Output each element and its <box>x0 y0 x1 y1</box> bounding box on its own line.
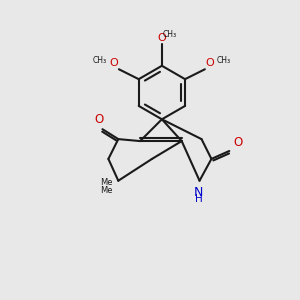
Text: CH₃: CH₃ <box>93 56 107 65</box>
Text: Me: Me <box>100 178 112 187</box>
Text: O: O <box>95 113 104 126</box>
Text: CH₃: CH₃ <box>217 56 231 65</box>
Text: O: O <box>206 58 214 68</box>
Text: O: O <box>109 58 118 68</box>
Text: N: N <box>194 186 203 199</box>
Text: CH₃: CH₃ <box>163 30 177 39</box>
Text: O: O <box>158 33 166 43</box>
Text: Me: Me <box>100 186 112 195</box>
Text: H: H <box>195 194 203 204</box>
Text: O: O <box>233 136 242 149</box>
